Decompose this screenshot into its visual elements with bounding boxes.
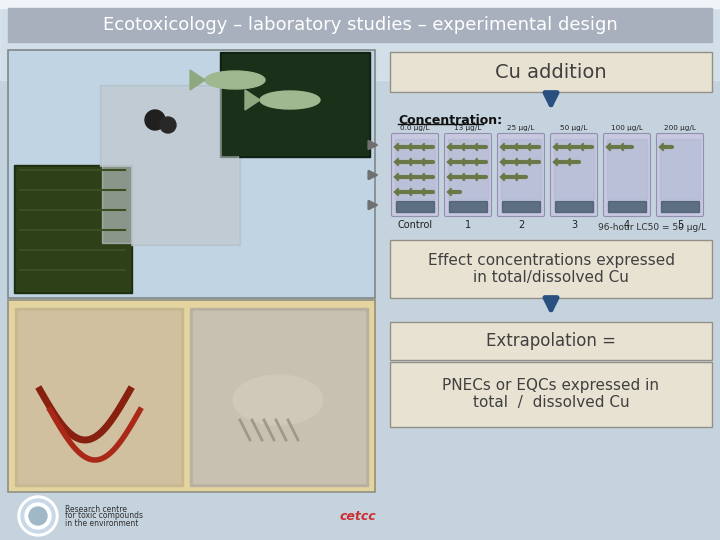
Text: 13 μg/L: 13 μg/L [454,125,482,131]
Text: 100 μg/L: 100 μg/L [611,125,643,131]
Bar [501,139,541,199]
Text: 1: 1 [465,220,471,230]
Text: Control: Control [397,220,433,230]
Bar [608,201,646,212]
Bar [390,240,712,298]
Circle shape [160,117,176,133]
Bar [661,201,699,212]
Bar [8,300,375,492]
Bar [390,362,712,427]
Circle shape [25,503,51,529]
Bar [390,322,712,360]
Bar [220,52,370,157]
Bar [0,0,720,80]
Text: for toxic compounds: for toxic compounds [65,511,143,521]
Bar [390,362,712,427]
Bar [8,300,375,492]
Text: Concentration:: Concentration: [398,113,502,126]
Bar [390,322,712,360]
Bar [100,85,240,245]
Bar [502,201,540,212]
Text: Extrapolation =: Extrapolation = [486,332,616,350]
Text: 5: 5 [677,220,683,230]
Circle shape [29,507,47,525]
Bar [607,139,647,199]
Bar [390,52,712,92]
Polygon shape [245,90,260,110]
Bar [18,311,180,483]
Ellipse shape [233,375,323,425]
Bar [14,165,132,293]
FancyBboxPatch shape [498,133,544,217]
Circle shape [21,499,55,533]
Text: Cu addition: Cu addition [495,63,607,82]
Text: 200 μg/L: 200 μg/L [664,125,696,131]
Text: Ecotoxicology – laboratory studies – experimental design: Ecotoxicology – laboratory studies – exp… [103,16,617,34]
FancyBboxPatch shape [603,133,650,217]
Text: 2: 2 [518,220,524,230]
Bar [448,139,488,199]
Bar [390,52,712,92]
Bar [554,139,594,199]
Polygon shape [190,70,205,90]
Text: in the environment: in the environment [65,518,138,528]
FancyBboxPatch shape [551,133,598,217]
Text: 0.0 μg/L: 0.0 μg/L [400,125,430,131]
Bar [395,139,435,199]
Bar [660,139,700,199]
Bar [0,0,720,8]
Text: 96-hour LC50 = 50 μg/L: 96-hour LC50 = 50 μg/L [598,224,706,233]
Text: 25 μg/L: 25 μg/L [508,125,535,131]
Bar [190,308,368,486]
Bar [193,311,365,483]
Bar [8,8,712,42]
Bar [396,201,434,212]
Text: 50 μg/L: 50 μg/L [560,125,588,131]
Text: Research centre: Research centre [65,504,127,514]
Text: Effect concentrations expressed
in total/dissolved Cu: Effect concentrations expressed in total… [428,253,675,285]
Text: 3: 3 [571,220,577,230]
Ellipse shape [260,91,320,109]
Bar [449,201,487,212]
Circle shape [145,110,165,130]
FancyBboxPatch shape [392,133,438,217]
Text: 4: 4 [624,220,630,230]
Bar [15,308,183,486]
Bar [0,492,720,540]
Bar [222,54,368,155]
Bar [102,87,238,243]
Bar [8,50,375,298]
Bar [390,240,712,298]
Text: PNECs or EQCs expressed in
total  /  dissolved Cu: PNECs or EQCs expressed in total / disso… [443,378,660,410]
Ellipse shape [205,71,265,89]
Bar [555,201,593,212]
Text: cetcc: cetcc [340,510,377,523]
FancyBboxPatch shape [657,133,703,217]
Bar [8,50,375,298]
Circle shape [18,496,58,536]
Bar [16,167,130,291]
FancyBboxPatch shape [444,133,492,217]
